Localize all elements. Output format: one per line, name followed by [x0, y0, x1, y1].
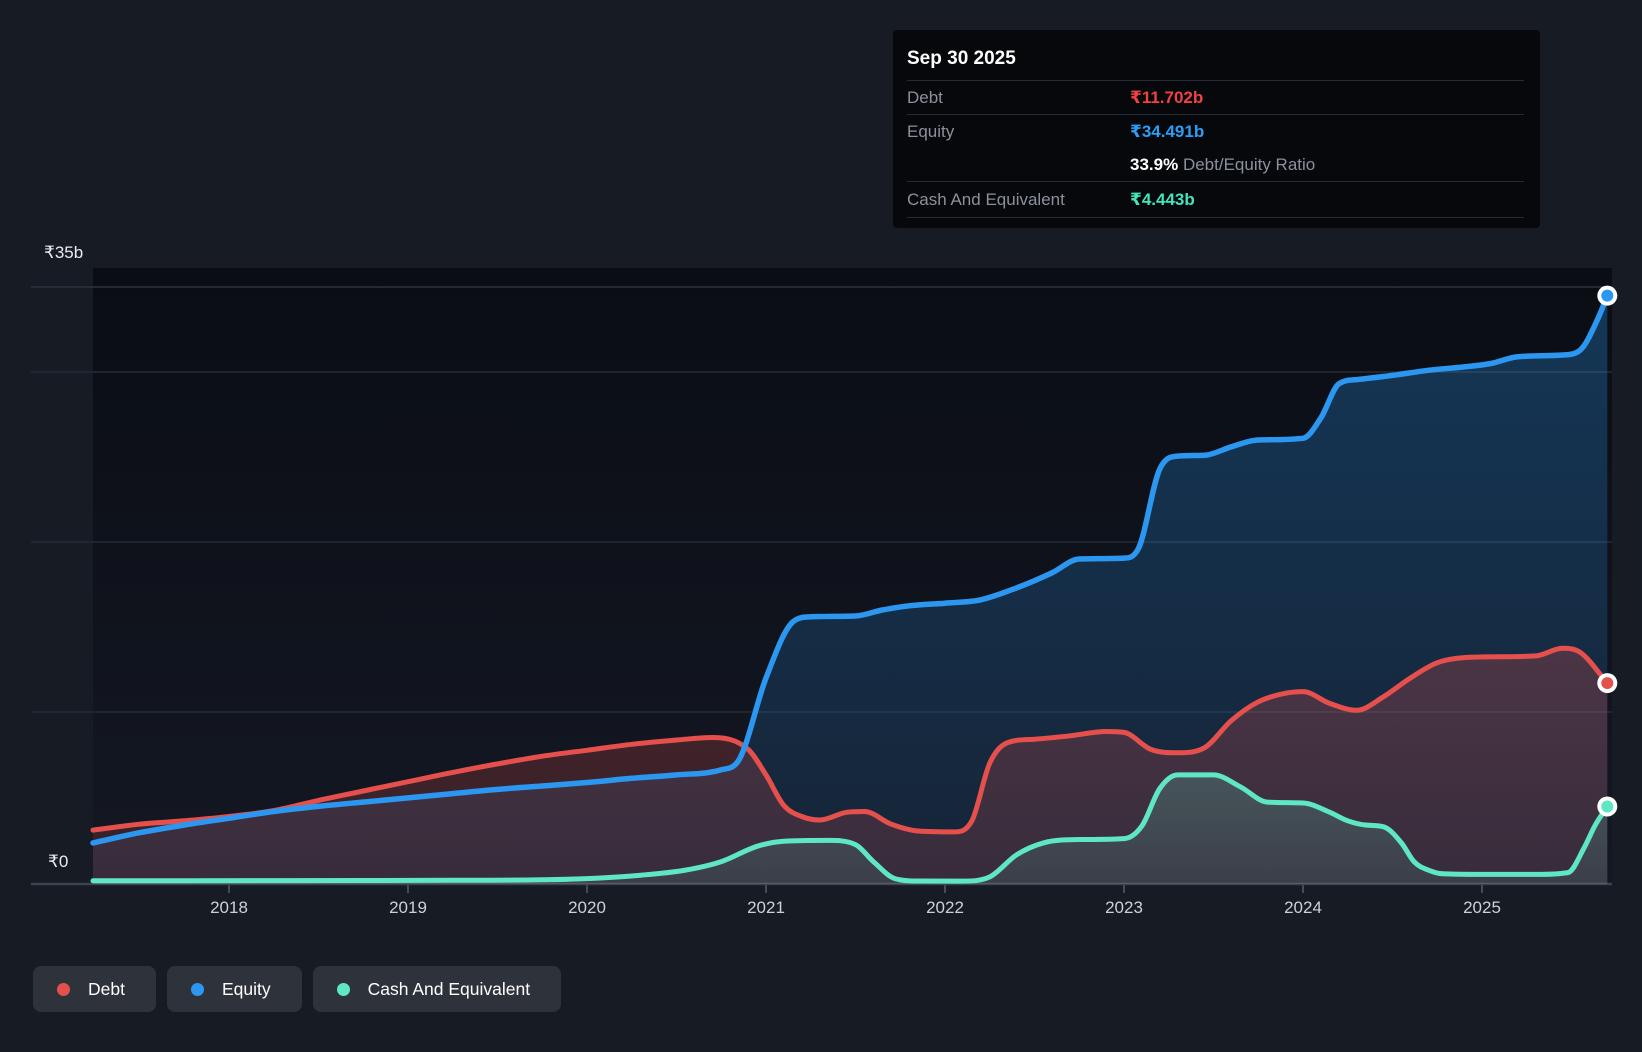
x-axis-label-2022: 2022	[926, 898, 964, 917]
tooltip-equity-label: Equity	[907, 121, 955, 141]
equity-line	[90, 292, 1611, 846]
tooltip-cash-label: Cash And Equivalent	[907, 189, 1065, 209]
legend-equity-label: Equity	[221, 978, 271, 999]
y-axis-label-top: ₹35b	[44, 243, 84, 262]
legend-cash-label: Cash And Equivalent	[367, 978, 531, 999]
cash-end-dot	[1601, 800, 1614, 813]
x-axis-label-2019: 2019	[389, 898, 427, 917]
legend-item-debt[interactable]: Debt	[33, 966, 156, 1012]
legend-item-equity[interactable]: Equity	[166, 966, 302, 1012]
y-axis-label-zero: ₹0	[48, 852, 69, 871]
chart-tooltip: Sep 30 2025 Debt ₹11.702b Equity ₹34.491…	[893, 30, 1540, 228]
cash-area	[93, 774, 1608, 884]
debt-end-dot	[1601, 677, 1614, 690]
x-axis-label-2023: 2023	[1105, 898, 1143, 917]
debt-line	[90, 645, 1610, 835]
legend: Debt Equity Cash And Equivalent	[33, 966, 562, 1012]
tooltip-row-cash: Cash And Equivalent ₹4.443b	[907, 181, 1524, 218]
x-axis-label-2020: 2020	[568, 898, 606, 917]
cash-line	[90, 772, 1610, 884]
tooltip-debt-value: ₹11.702b	[1130, 87, 1204, 107]
x-axis-label-2018: 2018	[210, 898, 248, 917]
x-axis-label-2021: 2021	[747, 898, 785, 917]
tooltip-ratio-value: 33.9%	[1130, 154, 1179, 174]
debt-dot-icon	[57, 982, 70, 996]
cash-dot-icon	[336, 982, 350, 996]
tooltip-cash-value: ₹4.443b	[1130, 189, 1195, 209]
equity-end-dot	[1601, 289, 1614, 302]
tooltip-equity-value: ₹34.491b	[1130, 121, 1205, 141]
tooltip-date: Sep 30 2025	[907, 48, 1016, 69]
legend-item-cash[interactable]: Cash And Equivalent	[312, 966, 562, 1012]
legend-debt-label: Debt	[88, 978, 125, 999]
tooltip-row-debt: Debt ₹11.702b	[907, 80, 1524, 114]
x-axis-label-2025: 2025	[1463, 898, 1501, 917]
x-axis-label-2024: 2024	[1284, 898, 1322, 917]
equity-dot-icon	[190, 982, 204, 996]
tooltip-debt-label: Debt	[907, 87, 943, 107]
tooltip-row-ratio: 33.9% Debt/Equity Ratio	[1130, 154, 1316, 174]
tooltip-row-equity: Equity ₹34.491b	[907, 114, 1524, 148]
